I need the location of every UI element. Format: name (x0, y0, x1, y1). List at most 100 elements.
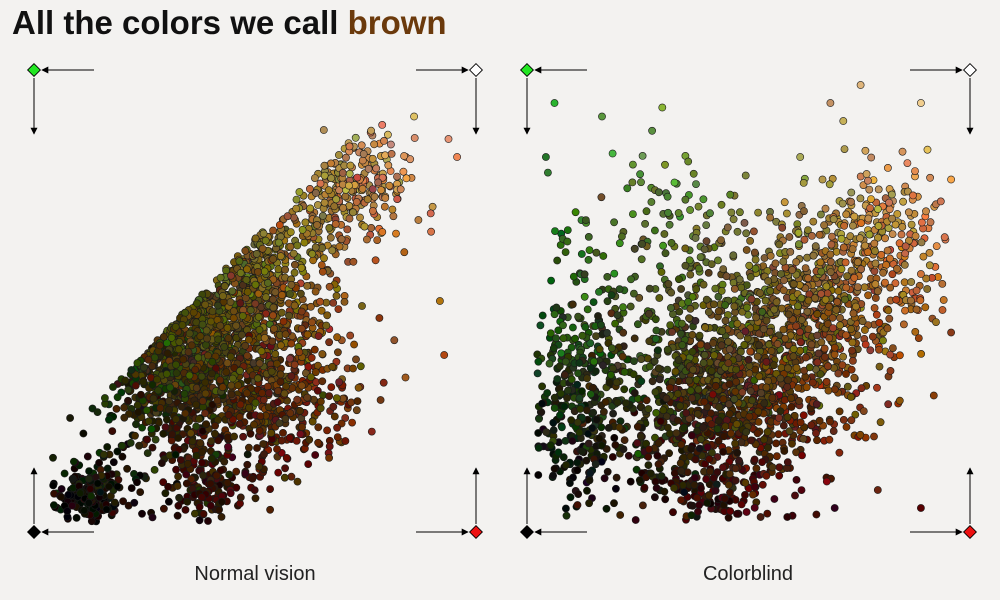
data-point (328, 362, 337, 371)
data-point (276, 377, 285, 386)
data-point (198, 320, 207, 329)
data-point (118, 452, 127, 461)
data-point (726, 507, 735, 516)
data-point (717, 200, 726, 209)
data-point (874, 221, 883, 230)
data-point (244, 443, 253, 452)
data-point (681, 244, 690, 253)
data-point (428, 202, 437, 211)
data-point (584, 439, 593, 448)
data-point (303, 281, 312, 290)
data-point (808, 231, 816, 240)
data-point (837, 265, 846, 273)
data-point (581, 323, 590, 331)
data-point (742, 246, 751, 254)
data-point (105, 482, 113, 491)
data-point (704, 268, 713, 277)
data-point (148, 513, 157, 522)
data-point (349, 208, 357, 217)
data-point (587, 390, 595, 399)
data-point (669, 508, 677, 517)
data-point (838, 199, 847, 208)
data-point (726, 190, 735, 199)
data-point (796, 346, 804, 355)
data-point (218, 383, 227, 392)
data-point (236, 400, 245, 409)
data-point (847, 188, 856, 197)
data-point (263, 278, 272, 287)
data-point (897, 230, 906, 239)
data-point (824, 362, 832, 371)
data-point (884, 224, 893, 232)
data-point (400, 152, 408, 160)
data-point (248, 474, 257, 483)
data-point (644, 452, 653, 461)
data-point (604, 423, 613, 432)
data-point (760, 435, 768, 444)
data-point (367, 126, 375, 135)
data-point (610, 269, 619, 278)
data-point (180, 389, 189, 398)
data-point (57, 492, 65, 501)
data-point (103, 443, 112, 451)
data-point (710, 300, 718, 309)
data-point (113, 393, 122, 402)
data-point (131, 381, 140, 390)
data-point (253, 374, 262, 383)
data-point (316, 397, 325, 406)
data-point (187, 341, 196, 350)
data-point (172, 465, 180, 474)
data-point (387, 149, 396, 158)
data-point (583, 305, 592, 314)
data-point (274, 265, 283, 274)
data-point (159, 429, 168, 438)
data-point (917, 238, 926, 247)
data-point (333, 348, 342, 357)
data-point (789, 352, 798, 361)
data-point (696, 253, 705, 261)
data-point (629, 160, 637, 169)
data-point (345, 142, 354, 151)
data-point (286, 409, 295, 418)
data-point (636, 170, 644, 179)
data-point (192, 400, 200, 409)
data-point (674, 209, 683, 217)
data-point (680, 488, 689, 497)
data-point (96, 488, 105, 497)
data-point (236, 493, 245, 502)
data-point (538, 311, 547, 320)
data-point (260, 267, 269, 276)
data-point (542, 428, 551, 436)
data-point (799, 434, 808, 443)
data-point (380, 136, 388, 145)
data-point (208, 357, 217, 366)
data-point (381, 151, 389, 160)
data-point (174, 345, 183, 354)
data-point (749, 490, 757, 499)
data-point (706, 209, 714, 218)
data-point (597, 320, 605, 329)
data-point (615, 239, 624, 248)
data-point (822, 282, 831, 291)
data-point (612, 473, 621, 482)
data-point (313, 386, 322, 395)
title-highlight-word: brown (347, 4, 447, 41)
data-point (131, 431, 139, 440)
data-point (251, 398, 260, 407)
data-point (746, 387, 755, 395)
data-point (775, 240, 784, 249)
data-point (289, 249, 298, 258)
data-point (599, 361, 607, 370)
data-point (784, 310, 793, 319)
data-point (558, 423, 566, 432)
data-point (348, 418, 356, 427)
data-point (870, 432, 878, 441)
data-point (192, 422, 201, 431)
data-point (335, 242, 344, 251)
data-point (241, 246, 250, 255)
data-point (260, 450, 268, 459)
data-point (228, 287, 237, 295)
data-point (865, 230, 874, 239)
data-point (626, 477, 635, 486)
data-point (686, 206, 694, 214)
